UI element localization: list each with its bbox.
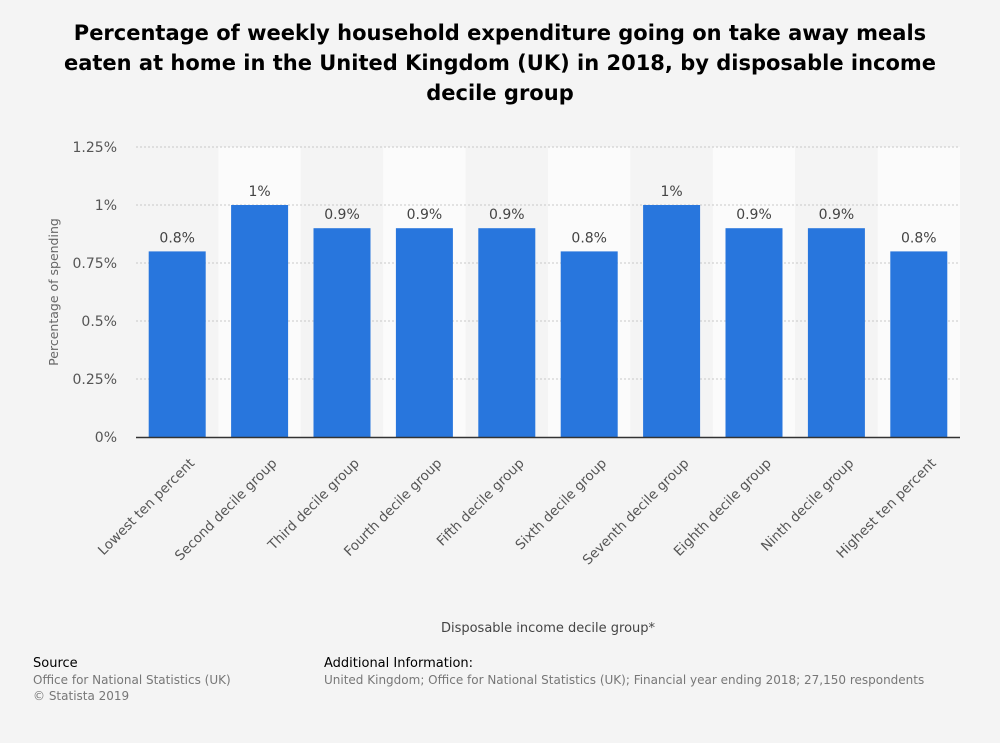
- bar: [231, 205, 289, 437]
- bar: [807, 228, 865, 437]
- data-label: 0.9%: [324, 207, 360, 223]
- bar: [478, 228, 536, 437]
- y-tick-label: 0.5%: [81, 314, 117, 330]
- y-tick-label: 0.25%: [73, 372, 117, 388]
- source-line[interactable]: Office for National Statistics (UK): [33, 673, 231, 687]
- bar-chart: 0%0.25%0.5%0.75%1%1.25%0.8%Lowest ten pe…: [46, 140, 960, 636]
- bar: [148, 251, 206, 437]
- bar: [890, 251, 948, 437]
- copyright: © Statista 2019: [33, 689, 130, 703]
- data-label: 1%: [248, 184, 270, 200]
- data-label: 0.8%: [901, 230, 937, 246]
- x-tick-label: Sixth decile group: [512, 456, 610, 554]
- bar: [560, 251, 618, 437]
- x-axis-title: Disposable income decile group*: [441, 621, 656, 636]
- chart-title: Percentage of weekly household expenditu…: [63, 21, 937, 105]
- data-label: 0.8%: [159, 230, 195, 246]
- data-label: 0.9%: [489, 207, 525, 223]
- bar: [725, 228, 783, 437]
- data-label: 0.9%: [819, 207, 855, 223]
- info-heading: Additional Information:: [324, 656, 474, 671]
- additional-info-block: Additional Information: United Kingdom; …: [324, 656, 924, 688]
- bar: [395, 228, 453, 437]
- data-label: 0.8%: [571, 230, 607, 246]
- y-tick-label: 0.75%: [73, 256, 117, 272]
- info-text: United Kingdom; Office for National Stat…: [324, 673, 925, 687]
- x-tick-label: Third decile group: [264, 456, 363, 555]
- source-block: Source Office for National Statistics (U…: [33, 656, 231, 704]
- y-tick-label: 1%: [95, 198, 117, 214]
- x-tick-label: Ninth decile group: [758, 456, 857, 555]
- y-tick-label: 0%: [95, 430, 117, 446]
- source-heading: Source: [33, 656, 78, 671]
- data-label: 0.9%: [736, 207, 772, 223]
- x-tick-label: Fifth decile group: [434, 456, 528, 550]
- y-tick-label: 1.25%: [73, 140, 117, 156]
- data-label: 0.9%: [407, 207, 443, 223]
- y-axis-title: Percentage of spending: [46, 218, 61, 366]
- bar: [643, 205, 701, 437]
- data-label: 1%: [660, 184, 682, 200]
- bar: [313, 228, 371, 437]
